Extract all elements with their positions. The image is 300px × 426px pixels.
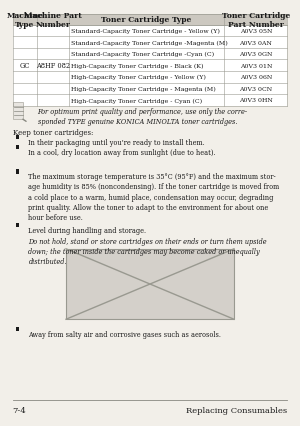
Bar	[16, 146, 19, 150]
Text: A0V3 05N: A0V3 05N	[240, 29, 272, 34]
Bar	[13, 60, 287, 72]
Text: A0V3 01N: A0V3 01N	[240, 63, 272, 69]
Text: Keep toner cartridges:: Keep toner cartridges:	[13, 129, 93, 137]
Text: In their packaging until you’re ready to install them.: In their packaging until you’re ready to…	[28, 139, 205, 147]
Text: Machine Part
Number: Machine Part Number	[24, 12, 82, 29]
Bar	[66, 249, 234, 320]
Text: A0V3 0GN: A0V3 0GN	[239, 52, 272, 57]
Bar	[16, 224, 19, 228]
Bar	[13, 103, 23, 120]
Text: For optimum print quality and performance, use only the corre-
sponded TYPE genu: For optimum print quality and performanc…	[38, 107, 248, 126]
Bar	[13, 95, 287, 106]
Text: A0V3 06N: A0V3 06N	[240, 75, 272, 80]
Text: Machine
Type: Machine Type	[7, 12, 44, 29]
Text: High-Capacity Toner Cartridge - Black (K): High-Capacity Toner Cartridge - Black (K…	[71, 63, 204, 69]
Text: The maximum storage temperature is 35°C (95°F) and the maximum stor-
age humidit: The maximum storage temperature is 35°C …	[28, 173, 280, 221]
Text: Standard-Capacity Toner Cartridge -Cyan (C): Standard-Capacity Toner Cartridge -Cyan …	[71, 52, 214, 57]
Bar	[16, 170, 19, 174]
Text: Toner Cartridge
Part Number: Toner Cartridge Part Number	[222, 12, 290, 29]
Text: High-Capacity Toner Cartridge - Yellow (Y): High-Capacity Toner Cartridge - Yellow (…	[71, 75, 206, 80]
Bar	[13, 49, 287, 60]
Text: Replacing Consumables: Replacing Consumables	[186, 406, 287, 414]
Text: A0V3 0CN: A0V3 0CN	[239, 86, 272, 92]
Bar	[13, 83, 287, 95]
Bar	[13, 37, 287, 49]
Bar	[16, 136, 19, 140]
Text: Level during handling and storage.: Level during handling and storage.	[28, 227, 147, 235]
Text: Standard-Capacity Toner Cartridge - Yellow (Y): Standard-Capacity Toner Cartridge - Yell…	[71, 29, 220, 34]
Bar	[13, 72, 287, 83]
Bar	[16, 327, 19, 331]
Bar	[13, 15, 287, 26]
Text: A0V3 0HN: A0V3 0HN	[239, 98, 273, 103]
Text: A8HF 082: A8HF 082	[36, 62, 70, 70]
Text: GC: GC	[20, 62, 30, 70]
Text: In a cool, dry location away from sunlight (due to heat).: In a cool, dry location away from sunlig…	[28, 149, 216, 157]
Text: High-Capacity Toner Cartridge - Magenta (M): High-Capacity Toner Cartridge - Magenta …	[71, 86, 216, 92]
Text: High-Capacity Toner Cartridge - Cyan (C): High-Capacity Toner Cartridge - Cyan (C)	[71, 98, 202, 104]
Text: Do not hold, stand or store cartridges on their ends or turn them upside
down; t: Do not hold, stand or store cartridges o…	[28, 237, 267, 265]
Text: Toner Cartridge Type: Toner Cartridge Type	[101, 16, 192, 24]
Text: A0V3 0AN: A0V3 0AN	[239, 40, 272, 46]
Bar	[13, 26, 287, 37]
Text: Away from salty air and corrosive gases such as aerosols.: Away from salty air and corrosive gases …	[28, 330, 221, 338]
Text: 7-4: 7-4	[13, 406, 26, 414]
Text: Standard-Capacity Toner Cartridge -Magenta (M): Standard-Capacity Toner Cartridge -Magen…	[71, 40, 228, 46]
